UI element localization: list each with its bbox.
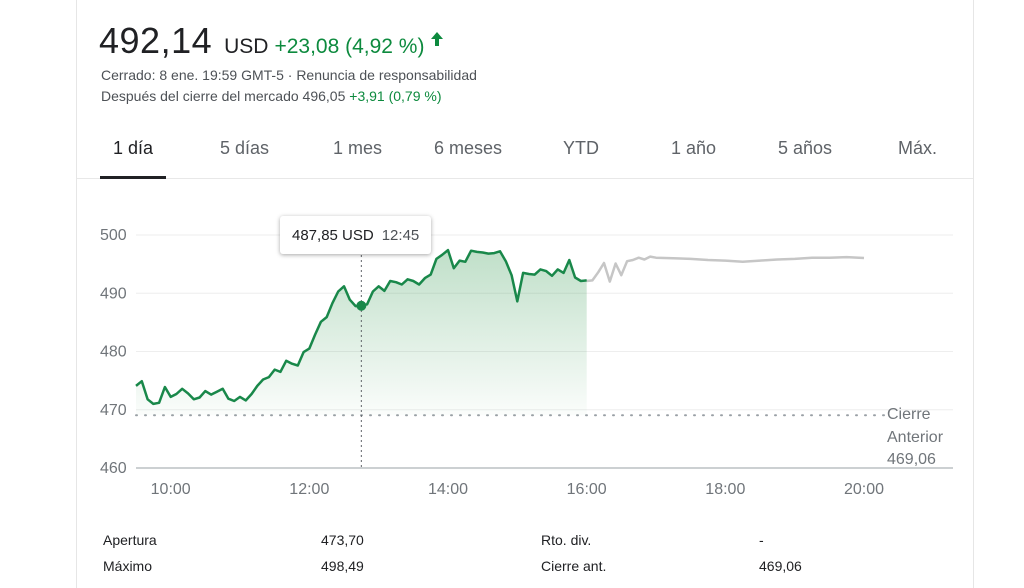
stat-value-prev-close: 469,06: [759, 558, 802, 574]
price-chart[interactable]: 460 470 480 490 500 10:00 12:00 14:00 16:00 18:00…: [0, 0, 1024, 576]
previous-close-label: 469,06: [887, 451, 936, 468]
tooltip-time: 12:45: [381, 226, 420, 244]
after-hours-line: [586, 255, 865, 283]
x-tick-label: 12:00: [289, 481, 329, 498]
stat-label-dividend: Rto. div.: [541, 532, 592, 548]
tab-1-day[interactable]: 1 día: [113, 138, 154, 158]
finance-card: [76, 0, 974, 588]
x-tick-label: 16:00: [567, 481, 607, 498]
stat-value-open: 473,70: [321, 532, 364, 548]
stat-label-prev-close: Cierre ant.: [541, 558, 607, 574]
active-tab-indicator: [100, 176, 166, 179]
tab-1-month[interactable]: 1 mes: [333, 138, 383, 158]
x-tick-label: 18:00: [705, 481, 745, 498]
x-tick-label: 14:00: [428, 481, 468, 498]
currency-label: USD: [224, 35, 269, 58]
y-tick-label: 470: [100, 402, 127, 419]
hover-point: [356, 300, 367, 311]
x-tick-label: 10:00: [151, 481, 191, 498]
previous-close-label: Anterior: [887, 429, 944, 446]
tab-ytd[interactable]: YTD: [563, 138, 599, 158]
tooltip-price: 487,85 USD: [292, 226, 374, 244]
previous-close-label: Cierre: [887, 406, 931, 423]
tab-5-years[interactable]: 5 años: [778, 138, 833, 158]
arrow-up-icon: [431, 32, 444, 46]
stat-value-dividend: -: [759, 532, 764, 548]
y-tick-label: 500: [100, 227, 127, 244]
tab-5-days[interactable]: 5 días: [220, 138, 270, 158]
range-tabs: 1 día 5 días 1 mes 6 meses YTD 1 año 5 a…: [77, 128, 973, 179]
closed-status: Cerrado: 8 ene. 19:59 GMT-5 · Renuncia d…: [101, 67, 477, 83]
after-hours-label: Después del cierre del mercado 496,05: [101, 88, 346, 104]
current-price: 492,14: [99, 20, 213, 61]
price-tooltip: 487,85 USD 12:45: [280, 216, 432, 254]
price-header: 492,14 USD +23,08 (4,92 %): [99, 20, 444, 62]
stat-label-high: Máximo: [103, 558, 153, 574]
stat-label-open: Apertura: [103, 532, 157, 548]
stat-value-high: 498,49: [321, 558, 364, 574]
tab-6-months[interactable]: 6 meses: [434, 138, 503, 158]
tab-max[interactable]: Máx.: [898, 138, 938, 158]
y-tick-label: 480: [100, 344, 127, 361]
y-tick-label: 490: [100, 285, 127, 302]
after-hours-status: Después del cierre del mercado 496,05 +3…: [101, 88, 442, 104]
after-hours-change: +3,91 (0,79 %): [349, 88, 442, 104]
y-tick-label: 460: [100, 460, 127, 477]
price-change: +23,08 (4,92 %): [274, 35, 425, 58]
tab-1-year[interactable]: 1 año: [671, 138, 717, 158]
market-area-fill: [136, 250, 587, 416]
x-tick-label: 20:00: [844, 481, 884, 498]
